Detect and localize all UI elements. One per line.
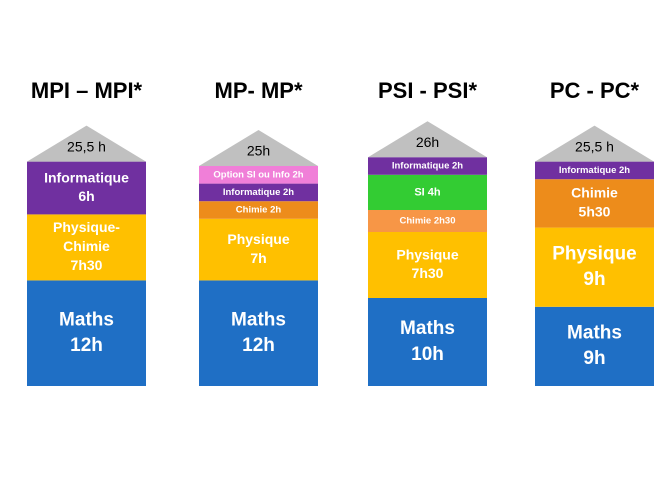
- segment-label: Informatique 2h: [559, 165, 630, 176]
- segment-label: 7h: [250, 250, 266, 266]
- segment: [199, 218, 318, 281]
- segment-label: 6h: [78, 188, 94, 204]
- segment-label: 12h: [242, 335, 275, 356]
- column-title: PC - PC*: [550, 78, 640, 103]
- segment: [368, 232, 487, 298]
- segment-label: 10h: [411, 344, 444, 365]
- total-hours: 26h: [416, 134, 439, 150]
- roof: [199, 130, 318, 166]
- segment-label: Physique: [396, 246, 458, 262]
- roof: [27, 125, 146, 162]
- segment: [535, 179, 654, 228]
- segment-label: Informatique 2h: [392, 161, 463, 172]
- segment-label: Maths: [59, 309, 114, 330]
- segment: [27, 280, 146, 386]
- segment-label: Chimie 2h30: [400, 216, 456, 227]
- segment: [368, 210, 487, 232]
- total-hours: 25,5 h: [575, 138, 614, 154]
- segment: [368, 174, 487, 210]
- total-hours: 25,5 h: [67, 138, 106, 154]
- segment-label: Physique: [227, 231, 289, 247]
- segment-label: Physique: [552, 243, 636, 264]
- segment-label: Chimie: [571, 185, 618, 201]
- segment-label: Physique-: [53, 219, 120, 235]
- segment-label: 7h30: [412, 265, 444, 281]
- segment: [368, 298, 487, 386]
- segment-label: 9h: [583, 269, 605, 290]
- segment: [27, 161, 146, 215]
- column-title: PSI - PSI*: [378, 78, 477, 103]
- segment-label: 12h: [70, 335, 103, 356]
- segment-label: Maths: [400, 318, 455, 339]
- segment-label: 5h30: [579, 204, 611, 220]
- segment: [199, 280, 318, 386]
- roof: [535, 125, 654, 162]
- segment: [535, 306, 654, 386]
- total-hours: 25h: [247, 143, 270, 159]
- segment: [535, 161, 654, 180]
- segment: [368, 157, 487, 175]
- segment-label: Chimie 2h: [236, 205, 282, 216]
- roof: [368, 121, 487, 158]
- segment: [199, 201, 318, 219]
- segment-label: Maths: [567, 323, 622, 344]
- segment-label: Informatique 2h: [223, 187, 294, 198]
- column-title: MPI – MPI*: [31, 78, 143, 103]
- segment-label: 7h30: [71, 257, 103, 273]
- segment-label: Option SI ou Info 2h: [213, 169, 303, 180]
- segment-label: Maths: [231, 309, 286, 330]
- segment-label: SI 4h: [414, 186, 441, 198]
- segment-label: Informatique: [44, 169, 129, 185]
- segment: [199, 183, 318, 202]
- column-title: MP- MP*: [215, 78, 303, 103]
- segment: [199, 166, 318, 184]
- segment-label: Chimie: [63, 238, 110, 254]
- segment-label: 9h: [583, 348, 605, 369]
- segment: [535, 227, 654, 307]
- segment: [27, 214, 146, 281]
